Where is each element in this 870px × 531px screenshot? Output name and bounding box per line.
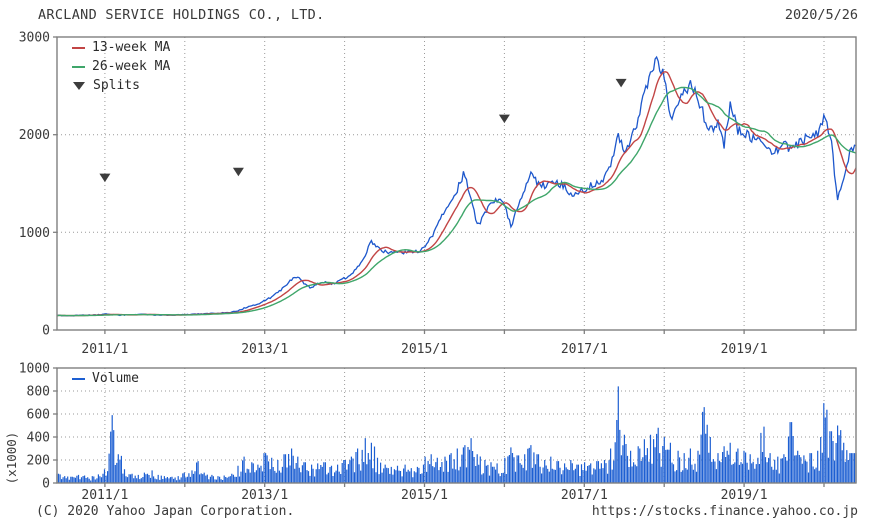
ma26-line <box>57 86 856 317</box>
ma26-line-icon <box>72 65 85 68</box>
split-marker <box>615 78 627 88</box>
split-marker <box>99 173 111 183</box>
axis-labels: 0 1000 2000 3000 0 200 400 600 800 1000 2011/1 2011… <box>4 31 768 504</box>
svg-text:2019/1: 2019/1 <box>721 342 768 357</box>
volume-bars <box>56 386 857 483</box>
svg-text:2015/1: 2015/1 <box>401 488 448 503</box>
svg-text:2017/1: 2017/1 <box>561 488 608 503</box>
svg-text:2019/1: 2019/1 <box>721 488 768 503</box>
svg-text:600: 600 <box>27 408 50 423</box>
legend-item-ma26: 26-week MA <box>72 57 170 76</box>
svg-text:0: 0 <box>42 477 50 492</box>
axis-ticks <box>53 36 825 487</box>
volume-line-icon <box>72 377 85 380</box>
svg-text:2013/1: 2013/1 <box>241 342 288 357</box>
source-url: https://stocks.finance.yahoo.co.jp <box>591 504 858 519</box>
ma13-line-icon <box>72 46 85 49</box>
legend-label-ma13: 13-week MA <box>92 40 171 55</box>
volume-axis-unit: (x1000) <box>4 432 19 485</box>
svg-text:200: 200 <box>27 454 50 469</box>
chart-title: ARCLAND SERVICE HOLDINGS CO., LTD. <box>38 7 325 23</box>
svg-text:3000: 3000 <box>19 31 50 46</box>
chart-date: 2020/5/26 <box>784 7 858 23</box>
price-legend: 13-week MA 26-week MA Splits <box>72 38 170 95</box>
split-marker <box>498 114 510 124</box>
svg-text:2013/1: 2013/1 <box>241 488 288 503</box>
svg-text:2000: 2000 <box>19 128 50 143</box>
svg-text:800: 800 <box>27 385 50 400</box>
split-marker <box>232 167 244 177</box>
svg-text:1000: 1000 <box>19 226 50 241</box>
legend-item-volume: Volume <box>72 369 139 388</box>
legend-item-splits: Splits <box>72 76 170 95</box>
legend-label-splits: Splits <box>93 78 140 93</box>
svg-text:1000: 1000 <box>19 362 50 377</box>
main-gridlines <box>57 37 856 330</box>
volume-frame <box>56 367 857 484</box>
svg-text:2017/1: 2017/1 <box>561 342 608 357</box>
split-triangle-icon <box>73 81 85 90</box>
legend-item-ma13: 13-week MA <box>72 38 170 57</box>
svg-text:2011/1: 2011/1 <box>81 342 128 357</box>
legend-label-ma26: 26-week MA <box>92 59 171 74</box>
svg-text:400: 400 <box>27 431 50 446</box>
legend-label-volume: Volume <box>92 371 139 386</box>
price-line <box>57 55 856 317</box>
svg-text:0: 0 <box>42 324 50 339</box>
svg-text:2011/1: 2011/1 <box>81 488 128 503</box>
copyright-text: (C) 2020 Yahoo Japan Corporation. <box>36 504 295 519</box>
svg-text:2015/1: 2015/1 <box>401 342 448 357</box>
volume-legend: Volume <box>72 369 139 388</box>
main-frame <box>56 36 857 331</box>
